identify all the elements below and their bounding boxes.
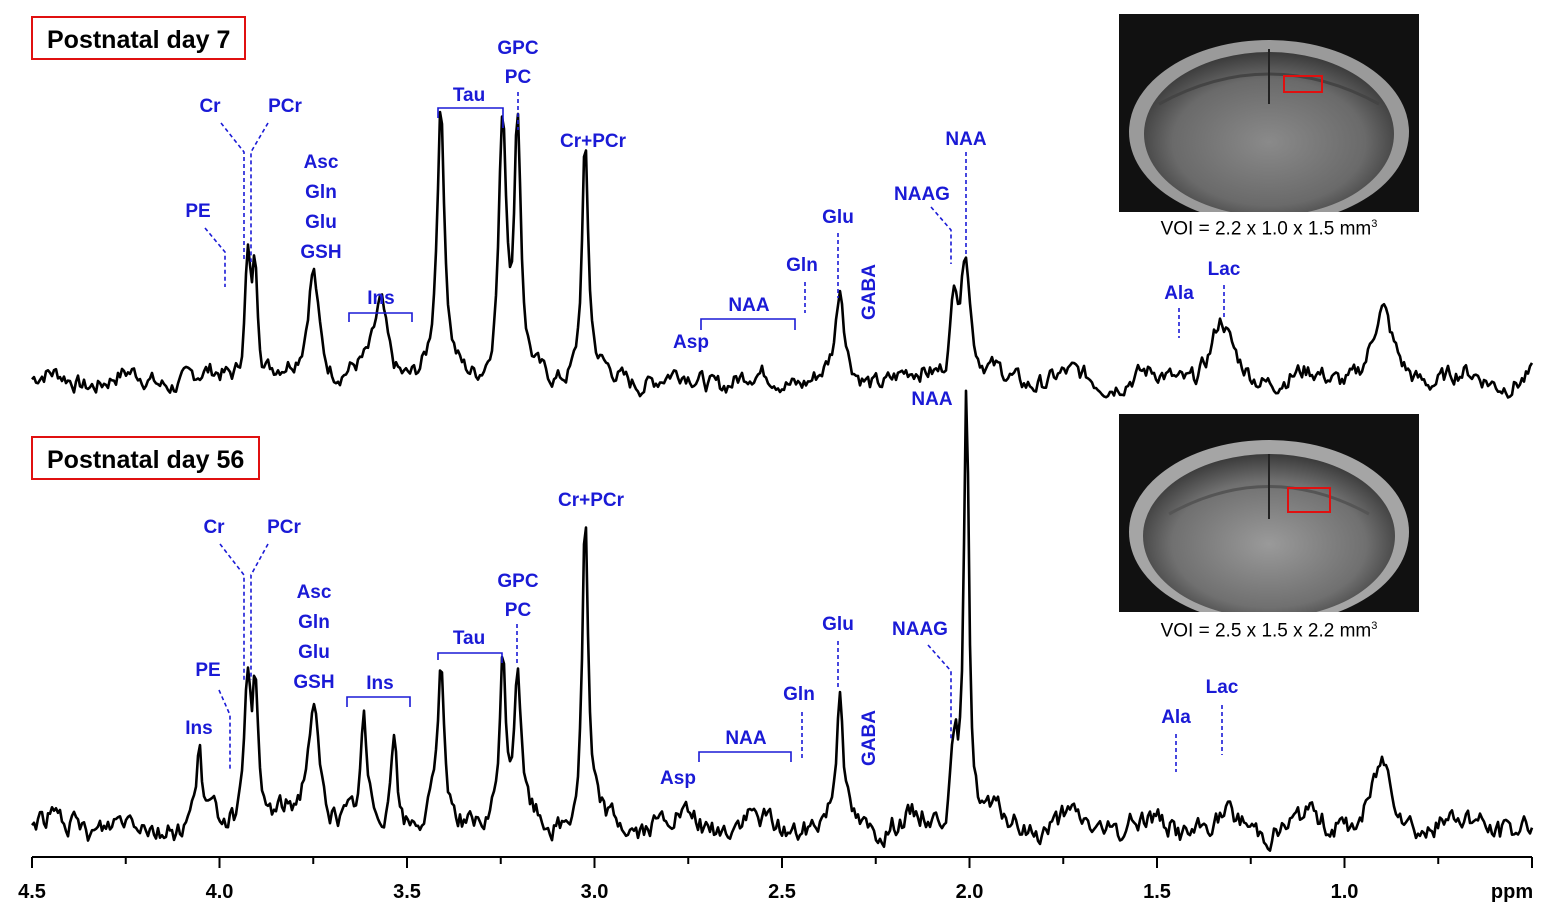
label-naa-bracket: NAA xyxy=(728,295,769,316)
label-pe: PE xyxy=(195,660,220,681)
label-ins: Ins xyxy=(367,288,394,309)
x-tick-label: 4.0 xyxy=(206,881,234,903)
annotation-guides-p56 xyxy=(218,543,1223,772)
label-glu: Glu xyxy=(305,212,337,233)
label-pc: PC xyxy=(505,67,532,88)
label-glu-2: Glu xyxy=(822,614,854,635)
label-tau: Tau xyxy=(453,628,485,649)
x-tick-label: 3.5 xyxy=(393,881,421,903)
label-pcr: PCr xyxy=(267,517,301,538)
label-gln-2: Gln xyxy=(786,255,818,276)
label-gln-2: Gln xyxy=(783,684,815,705)
label-glu: Glu xyxy=(298,642,330,663)
label-naag: NAAG xyxy=(894,184,950,205)
voi-caption-p7: VOI = 2.2 x 1.0 x 1.5 mm3 xyxy=(1160,218,1378,240)
x-tick-label: 2.0 xyxy=(956,881,984,903)
label-gsh: GSH xyxy=(293,672,334,693)
x-tick-label: 2.5 xyxy=(768,881,796,903)
label-ins-4: Ins xyxy=(185,718,212,739)
label-asc: Asc xyxy=(304,152,339,173)
label-naa: NAA xyxy=(945,129,986,150)
mri-image-p56 xyxy=(1119,414,1419,624)
label-glu-2: Glu xyxy=(822,207,854,228)
label-asp: Asp xyxy=(660,768,696,789)
label-ala: Ala xyxy=(1164,283,1194,304)
x-axis: 4.5 4.0 3.5 3.0 2.5 2.0 1.5 1.0 ppm xyxy=(18,856,1533,903)
label-asp: Asp xyxy=(673,332,709,353)
label-cr: Cr xyxy=(199,96,221,117)
label-gaba: GABA xyxy=(859,264,880,320)
mri-image-p7 xyxy=(1119,14,1419,224)
label-naa: NAA xyxy=(911,389,952,410)
label-asc: Asc xyxy=(297,582,332,603)
spectrum-trace-p56 xyxy=(31,389,1534,852)
label-cr-pcr: Cr+PCr xyxy=(560,131,627,152)
label-lac: Lac xyxy=(1208,259,1241,280)
label-pc: PC xyxy=(505,600,532,621)
label-pcr: PCr xyxy=(268,96,302,117)
label-cr: Cr xyxy=(203,517,225,538)
label-gln: Gln xyxy=(305,182,337,203)
voi-caption-p56: VOI = 2.5 x 1.5 x 2.2 mm3 xyxy=(1160,620,1378,642)
label-pe: PE xyxy=(185,201,210,222)
panel-title-p7: Postnatal day 7 xyxy=(31,16,247,60)
label-naag: NAAG xyxy=(892,619,948,640)
peak-labels-p56: Cr PCr Ins PE Asc Gln Glu GSH Ins Tau GP… xyxy=(185,389,1239,789)
label-tau: Tau xyxy=(453,85,485,106)
x-tick-label: 1.0 xyxy=(1331,881,1359,903)
x-axis-label: ppm xyxy=(1491,881,1533,903)
peak-labels-p7: Cr PCr PE Asc Gln Glu GSH Ins Tau GPC PC… xyxy=(185,38,1240,353)
label-gaba: GABA xyxy=(859,710,880,766)
spectrum-trace-p7 xyxy=(31,110,1534,399)
label-gpc: GPC xyxy=(497,38,538,59)
label-ala: Ala xyxy=(1161,707,1191,728)
label-naa-bracket: NAA xyxy=(725,728,766,749)
label-gpc: GPC xyxy=(497,571,538,592)
panel-title-p56: Postnatal day 56 xyxy=(31,436,261,480)
label-gsh: GSH xyxy=(300,242,341,263)
annotation-guides-p7 xyxy=(204,92,1225,338)
x-tick-label: 3.0 xyxy=(581,881,609,903)
label-gln: Gln xyxy=(298,612,330,633)
label-ins: Ins xyxy=(366,673,393,694)
label-cr-pcr: Cr+PCr xyxy=(558,490,625,511)
x-tick-label: 4.5 xyxy=(18,881,46,903)
label-lac: Lac xyxy=(1206,677,1239,698)
x-tick-label: 1.5 xyxy=(1143,881,1171,903)
